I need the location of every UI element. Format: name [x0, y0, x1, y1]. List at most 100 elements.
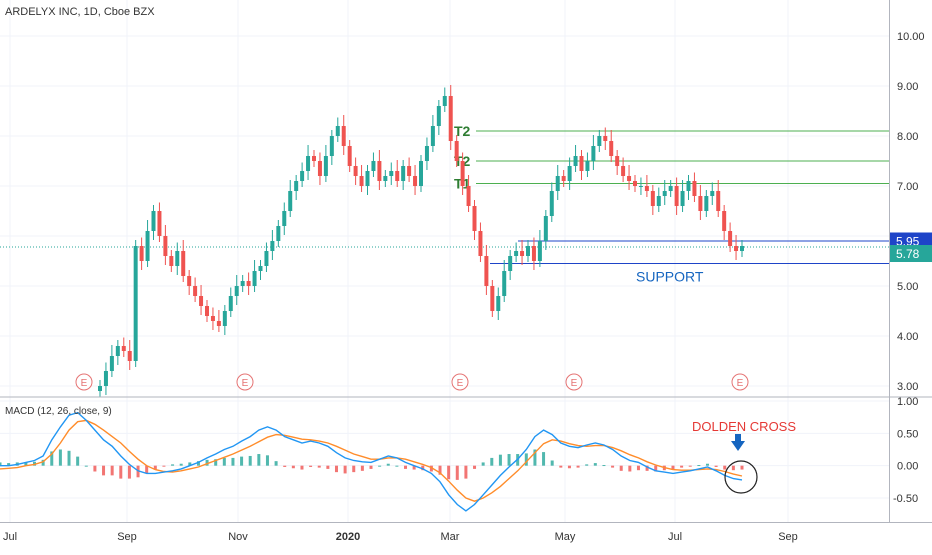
candle: [115, 340, 120, 365]
target-level-label: T2: [454, 123, 471, 139]
candle: [383, 170, 388, 187]
macd-histogram-bar: [550, 460, 554, 466]
candle-body: [680, 191, 685, 206]
macd-histogram-bar: [567, 465, 571, 469]
candle-body: [662, 191, 667, 196]
macd-histogram-bar: [119, 465, 123, 479]
candle: [395, 160, 400, 187]
time-tick-label: Jul: [3, 531, 17, 543]
earnings-marker[interactable]: E: [451, 373, 469, 391]
candle-body: [603, 136, 608, 141]
candle: [597, 130, 602, 152]
macd-tick-label: 0.50: [897, 428, 918, 440]
candle: [246, 272, 251, 295]
price-badge: [890, 245, 932, 262]
candle: [436, 100, 441, 135]
candle-body: [609, 141, 614, 156]
candle: [317, 152, 322, 185]
candle-body: [383, 176, 388, 181]
candle-body: [704, 196, 709, 211]
macd-histogram-bar: [41, 459, 45, 466]
macd-histogram-bar: [127, 465, 131, 479]
candle: [537, 230, 542, 267]
macd-histogram-bar: [602, 465, 606, 467]
candle-body: [531, 246, 536, 261]
candle-body: [520, 251, 525, 256]
macd-histogram-bar: [248, 455, 252, 466]
candle-body: [537, 241, 542, 261]
candle: [680, 180, 685, 212]
time-tick-label: Sep: [778, 531, 798, 543]
macd-histogram-bar: [464, 465, 468, 479]
earnings-marker[interactable]: E: [565, 373, 583, 391]
candle: [329, 130, 334, 165]
candle-body: [282, 211, 287, 226]
candle-body: [508, 256, 513, 271]
candle: [222, 305, 227, 335]
macd-histogram-bar: [593, 463, 597, 466]
candle: [704, 190, 709, 217]
earnings-marker-label: E: [737, 378, 744, 389]
earnings-marker-label: E: [81, 378, 88, 389]
candle-body: [466, 186, 471, 206]
macd-tick-label: 1.00: [897, 396, 918, 408]
price-tick-label: 3.00: [897, 381, 918, 393]
macd-histogram-bar: [214, 459, 218, 466]
candle: [312, 150, 316, 167]
candle: [389, 162, 394, 185]
candle-body: [698, 196, 703, 211]
candle-body: [109, 356, 114, 371]
macd-histogram-bar: [645, 465, 649, 471]
time-tick-label: Sep: [117, 531, 137, 543]
candle-body: [276, 226, 281, 241]
candle-body: [573, 156, 578, 166]
candle: [181, 240, 186, 282]
earnings-marker-circle: [565, 373, 583, 391]
candle-body: [359, 176, 364, 186]
candle-body: [728, 231, 733, 246]
candle: [484, 245, 489, 295]
candle-body: [240, 281, 245, 286]
candle-body: [668, 186, 673, 191]
candle: [454, 135, 459, 167]
macd-histogram-bar: [533, 449, 537, 466]
candle: [448, 85, 453, 150]
macd-histogram-bar: [188, 462, 192, 466]
macd-histogram-bar: [628, 465, 632, 472]
candle: [413, 165, 418, 195]
candle: [585, 152, 590, 177]
candle: [288, 180, 293, 217]
candle: [656, 187, 661, 212]
candle: [401, 160, 406, 190]
macd-histogram-bar: [697, 465, 701, 467]
candle-body: [621, 166, 626, 176]
candle: [234, 275, 239, 305]
macd-indicator-title[interactable]: MACD (12, 26, close, 9): [5, 406, 112, 417]
macd-histogram-bar: [576, 465, 580, 468]
earnings-marker-label: E: [457, 378, 464, 389]
candle: [668, 180, 673, 197]
earnings-marker[interactable]: E: [731, 373, 749, 391]
macd-histogram-bar: [76, 456, 80, 466]
macd-histogram-bar: [507, 454, 511, 466]
earnings-marker[interactable]: E: [236, 373, 254, 391]
candle-body: [258, 266, 263, 271]
candle: [430, 115, 435, 152]
macd-histogram-bar: [84, 465, 88, 467]
candle: [121, 337, 126, 357]
time-tick-label: Mar: [441, 531, 460, 543]
candle: [424, 137, 429, 170]
candle: [169, 250, 174, 272]
candle: [210, 307, 215, 330]
earnings-marker[interactable]: E: [75, 373, 93, 391]
candle: [359, 165, 364, 192]
candle: [109, 345, 114, 377]
macd-tick-label: -0.50: [893, 493, 918, 505]
candle: [674, 177, 679, 215]
candle-body: [246, 281, 251, 286]
candle: [579, 150, 584, 180]
candle-body: [579, 156, 584, 171]
candle: [264, 242, 269, 272]
candle: [353, 157, 358, 185]
